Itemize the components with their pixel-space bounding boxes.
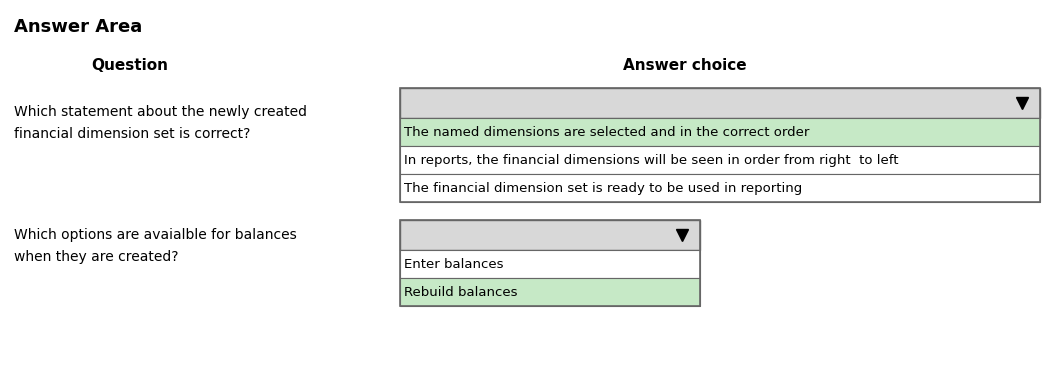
Text: In reports, the financial dimensions will be seen in order from right  to left: In reports, the financial dimensions wil… bbox=[404, 153, 899, 166]
Text: Which options are avaialble for balances: Which options are avaialble for balances bbox=[14, 228, 296, 242]
Text: Which statement about the newly created: Which statement about the newly created bbox=[14, 105, 307, 119]
Bar bbox=[400, 220, 701, 306]
Bar bbox=[400, 146, 1040, 174]
Text: Answer choice: Answer choice bbox=[624, 58, 747, 73]
Text: The named dimensions are selected and in the correct order: The named dimensions are selected and in… bbox=[404, 126, 809, 138]
Bar bbox=[400, 88, 1040, 118]
Text: The financial dimension set is ready to be used in reporting: The financial dimension set is ready to … bbox=[404, 181, 802, 194]
Text: Question: Question bbox=[92, 58, 169, 73]
Bar bbox=[400, 278, 701, 306]
Text: Answer Area: Answer Area bbox=[14, 18, 142, 36]
Bar bbox=[400, 118, 1040, 146]
Bar bbox=[400, 220, 701, 250]
Bar bbox=[400, 88, 1040, 202]
Text: Rebuild balances: Rebuild balances bbox=[404, 285, 518, 298]
Text: Enter balances: Enter balances bbox=[404, 258, 503, 270]
Bar bbox=[400, 174, 1040, 202]
Text: when they are created?: when they are created? bbox=[14, 250, 178, 264]
Text: financial dimension set is correct?: financial dimension set is correct? bbox=[14, 127, 250, 141]
Bar bbox=[400, 250, 701, 278]
